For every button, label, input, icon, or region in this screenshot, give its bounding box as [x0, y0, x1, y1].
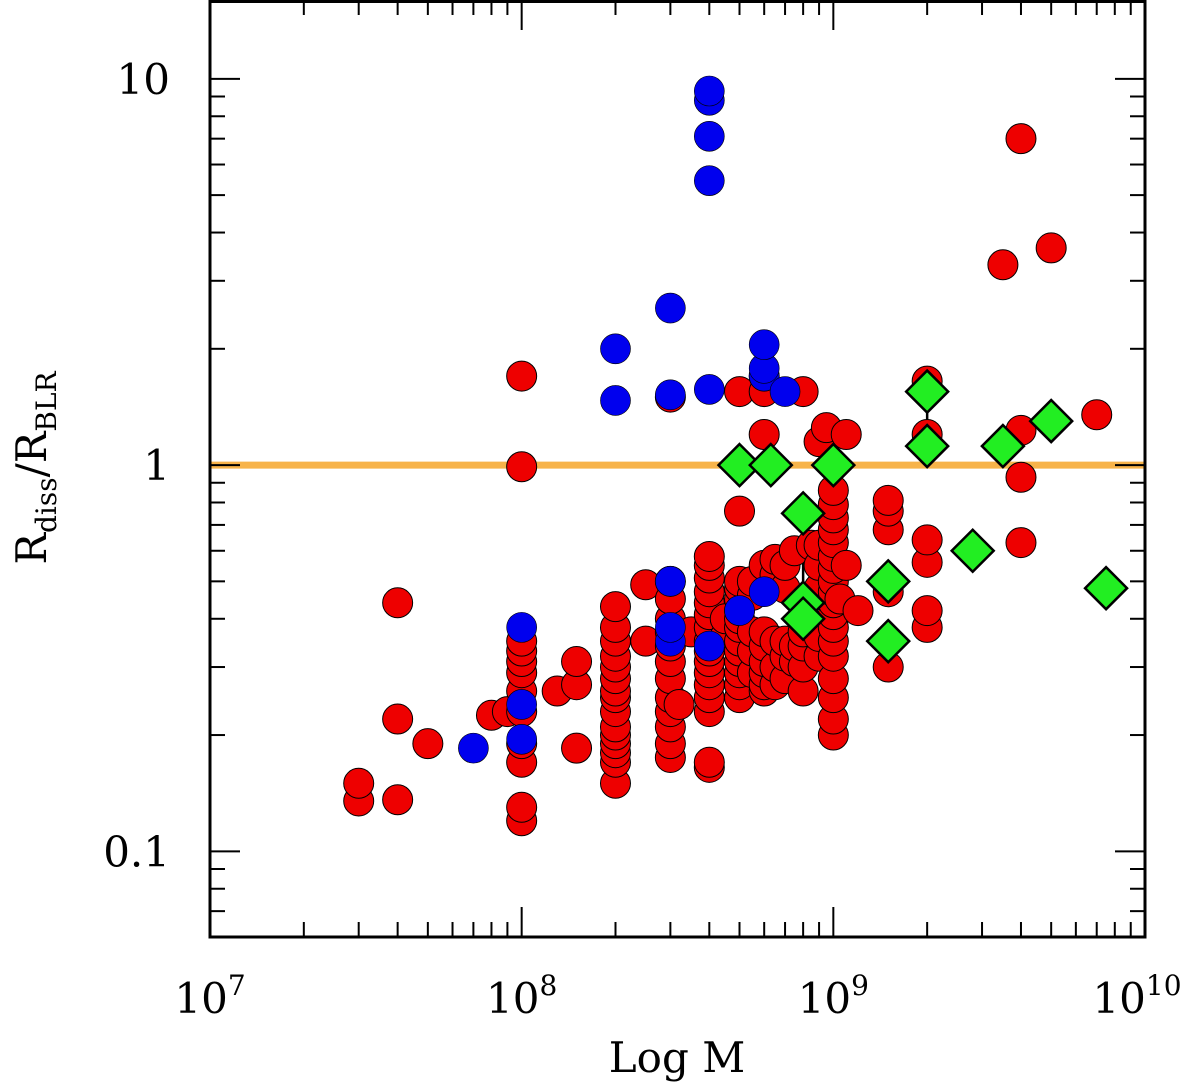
- x-tick-label-0: 107: [174, 969, 245, 1023]
- blue-point-1: [506, 723, 537, 755]
- blue-point-8: [655, 566, 686, 597]
- green-point-1: [748, 442, 794, 488]
- green-point-8: [904, 368, 950, 415]
- blue-point-10: [655, 292, 686, 324]
- green-point-12: [1028, 398, 1074, 444]
- red-point-162: [987, 249, 1019, 281]
- blue-point-21: [748, 329, 780, 360]
- y-label-sub-diss: diss: [30, 477, 63, 533]
- red-point-163: [1005, 527, 1037, 559]
- green-point-0: [716, 442, 763, 488]
- red-point-166: [1005, 123, 1037, 155]
- x-tick-label-exponent: 8: [539, 969, 557, 1002]
- blue-point-11: [694, 630, 725, 662]
- x-tick-label-1: 108: [486, 969, 557, 1023]
- red-point-57: [693, 746, 725, 778]
- red-point-5: [412, 728, 444, 760]
- y-label-r2: R: [7, 430, 56, 463]
- x-tick-label-2: 109: [798, 969, 869, 1023]
- blue-point-5: [600, 333, 631, 365]
- y-label-slash: /: [7, 462, 56, 477]
- axis-ticks: [209, 0, 1146, 938]
- red-point-155: [872, 484, 904, 516]
- red-point-167: [1035, 232, 1067, 264]
- x-tick-label-exponent: 10: [1146, 969, 1182, 1002]
- red-point-9: [506, 791, 538, 823]
- red-point-54: [663, 688, 695, 720]
- blue-point-3: [506, 612, 537, 643]
- y-axis-label: Rdiss/RBLR: [7, 370, 63, 564]
- red-point-157: [911, 595, 943, 627]
- blue-point-13: [694, 165, 725, 196]
- x-tick-label-base: 10: [798, 974, 851, 1023]
- x-tick-label-base: 10: [1092, 974, 1145, 1023]
- green-point-7: [865, 558, 911, 605]
- red-point-71: [693, 540, 725, 572]
- green-point-5: [810, 442, 857, 488]
- red-point-148: [830, 549, 862, 581]
- green-point-6: [865, 618, 911, 664]
- blue-point-4: [600, 385, 631, 416]
- red-point-149: [830, 418, 862, 450]
- blue-point-2: [506, 689, 537, 720]
- red-point-23: [561, 646, 593, 678]
- red-point-159: [911, 524, 943, 556]
- green-point-2: [780, 490, 826, 537]
- green-point-13: [1083, 565, 1129, 611]
- x-tick-label-3: 1010: [1092, 969, 1181, 1023]
- green-point-11: [980, 423, 1026, 469]
- blue-point-14: [694, 120, 725, 152]
- green-point-4: [780, 596, 826, 642]
- blue-point-7: [655, 612, 686, 643]
- x-tick-label-base: 10: [486, 974, 539, 1023]
- blue-point-0: [458, 732, 489, 764]
- y-label-r1: R: [7, 532, 56, 565]
- red-point-164: [1005, 461, 1037, 493]
- red-point-3: [382, 703, 414, 735]
- red-point-18: [506, 451, 538, 483]
- data-points: [343, 75, 1129, 837]
- red-point-2: [382, 784, 414, 816]
- red-point-19: [506, 360, 538, 392]
- red-point-38: [599, 591, 631, 623]
- green-point-9: [904, 423, 950, 469]
- red-point-4: [382, 587, 414, 619]
- x-axis-label: Log M: [609, 1033, 745, 1082]
- red-point-100: [748, 418, 780, 450]
- green-point-10: [949, 527, 996, 574]
- x-tick-label-exponent: 9: [851, 969, 869, 1002]
- y-label-sub-blr: BLR: [30, 370, 63, 431]
- blue-point-17: [724, 595, 755, 626]
- y-tick-label-1: 1: [143, 441, 170, 490]
- x-tick-label-base: 10: [174, 974, 227, 1023]
- red-point-86: [724, 495, 756, 527]
- blue-point-16: [694, 75, 725, 107]
- x-tick-label-exponent: 7: [228, 969, 246, 1002]
- red-point-21: [561, 732, 593, 764]
- red-point-168: [1081, 399, 1113, 431]
- plot-frame: [208, 0, 1147, 939]
- y-tick-label-0: 0.1: [103, 827, 170, 876]
- blue-point-18: [748, 576, 780, 608]
- blue-point-22: [769, 376, 801, 407]
- red-point-150: [842, 595, 874, 627]
- blue-point-9: [655, 379, 686, 411]
- blue-point-12: [694, 374, 725, 405]
- y-tick-label-2: 10: [117, 55, 170, 104]
- red-point-1: [343, 767, 375, 799]
